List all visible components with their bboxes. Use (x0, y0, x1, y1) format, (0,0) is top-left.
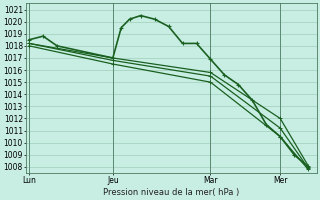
X-axis label: Pression niveau de la mer( hPa ): Pression niveau de la mer( hPa ) (103, 188, 240, 197)
